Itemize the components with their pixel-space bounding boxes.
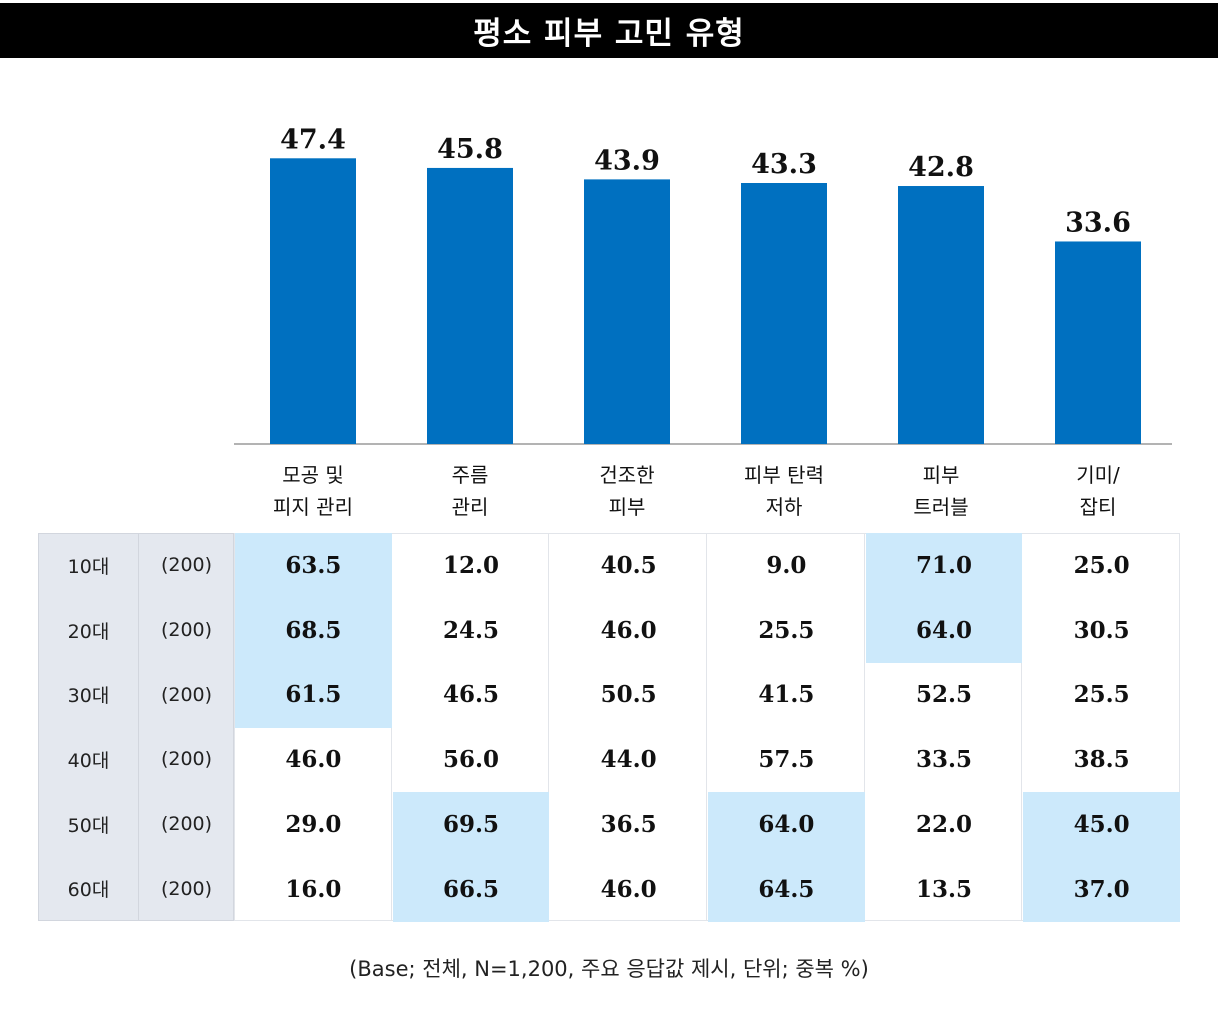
- bar-6: [1055, 241, 1141, 444]
- table-cell: 16.0: [285, 875, 342, 903]
- table-cell: 52.5: [915, 681, 973, 709]
- data-label-2: 45.8: [437, 134, 503, 165]
- base-column-bg: [139, 533, 234, 922]
- table-cell: 46.0: [600, 616, 657, 644]
- age-breakdown-table: 10대 (200) 63.5 12.0 40.5 9.0 71.0 25.0 20대 (200) 6…: [38, 533, 1180, 922]
- table-cell: 12.0: [442, 552, 499, 580]
- bar-4: [741, 183, 827, 444]
- table-cell: 41.5: [758, 681, 815, 709]
- table-cell: 56.0: [442, 746, 499, 774]
- bar-2: [427, 167, 513, 444]
- table-cell: 38.5: [1073, 746, 1130, 774]
- bar-5: [898, 186, 984, 445]
- table-cell: 44.0: [600, 746, 657, 774]
- table-cell: 25.5: [1073, 681, 1130, 709]
- footnote: (Base; 전체, N=1,200, 주요 응답값 제시, 단위; 중복 %): [349, 957, 869, 981]
- page-title: 평소 피부 고민 유형: [473, 16, 745, 52]
- table-cell: 13.5: [915, 875, 973, 903]
- category-label-1: 모공 및 피지 관리: [273, 463, 353, 519]
- age-group-label: 20대: [67, 620, 110, 643]
- bar-1: [270, 158, 356, 444]
- table-cell: 30.5: [1073, 616, 1130, 644]
- table-cell: 61.5: [235, 662, 392, 728]
- table-cell: 57.5: [758, 746, 815, 774]
- table-cell: 68.5: [235, 597, 392, 663]
- data-label-4: 43.3: [751, 149, 817, 180]
- table-cell: 64.0: [708, 791, 865, 857]
- base-count-label: (200): [160, 877, 213, 900]
- bar-3: [584, 179, 670, 444]
- data-label-3: 43.9: [594, 145, 660, 176]
- table-cell: 24.5: [442, 616, 499, 644]
- category-label-3: 건조한 피부: [599, 463, 655, 519]
- table-cell: 37.0: [1023, 856, 1180, 922]
- age-group-label: 40대: [67, 749, 110, 772]
- title-bar: 평소 피부 고민 유형: [0, 3, 1218, 58]
- table-cell: 63.5: [235, 533, 392, 599]
- base-count-label: (200): [160, 748, 213, 771]
- table-cell: 22.0: [915, 810, 973, 838]
- table-cell: 71.0: [865, 533, 1023, 599]
- table-cell: 25.0: [1073, 552, 1130, 580]
- table-cell: 66.5: [392, 856, 550, 922]
- table-cell: 46.0: [600, 875, 657, 903]
- table-cell: 36.5: [600, 810, 657, 838]
- table-cell: 64.0: [865, 597, 1023, 663]
- table-cell: 46.0: [285, 746, 342, 774]
- base-count-label: (200): [160, 813, 213, 836]
- table-cell: 46.5: [442, 681, 499, 709]
- base-count-label: (200): [160, 683, 213, 706]
- table-cell: 50.5: [600, 681, 657, 709]
- age-column-bg: [38, 533, 139, 922]
- data-label-5: 42.8: [908, 152, 974, 183]
- table-cell: 29.0: [285, 810, 342, 838]
- table-cell: 33.5: [915, 746, 973, 774]
- category-label-6: 기미/잡티: [1076, 463, 1120, 519]
- age-group-label: 50대: [67, 814, 110, 837]
- table-cell: 40.5: [600, 552, 657, 580]
- base-count-label: (200): [160, 554, 213, 577]
- age-group-label: 60대: [67, 879, 110, 902]
- data-label-6: 33.6: [1065, 207, 1131, 238]
- table-cell: 69.5: [392, 791, 550, 857]
- base-count-label: (200): [160, 619, 213, 642]
- table-cell: 64.5: [708, 856, 865, 922]
- age-group-label: 10대: [67, 555, 110, 578]
- table-cell: 45.0: [1023, 791, 1180, 857]
- value-column-3: [549, 533, 707, 922]
- category-label-5: 피부 트러블: [913, 463, 969, 519]
- category-label-4: 피부 탄력 저하: [744, 463, 824, 519]
- table-cell: 9.0: [766, 552, 807, 580]
- table-cell: 25.5: [758, 616, 815, 644]
- category-label-2: 주름 관리: [451, 463, 489, 519]
- bar-chart: 47.4 45.8 43.9 43.3 42.8 33.6: [234, 124, 1172, 445]
- data-label-1: 47.4: [280, 124, 346, 155]
- age-group-label: 30대: [67, 685, 110, 708]
